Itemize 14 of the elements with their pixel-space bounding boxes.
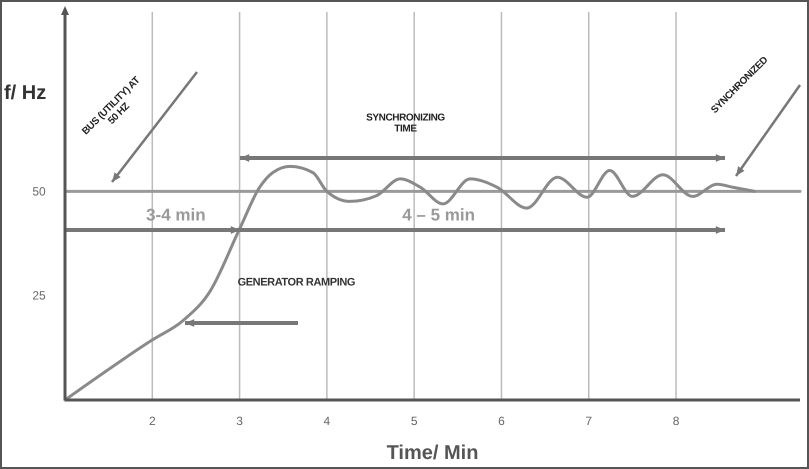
x-tick-label: 8: [672, 414, 680, 428]
annotation: SYNCHRONIZING TIME: [366, 112, 446, 134]
x-tick-label: 2: [148, 414, 156, 428]
x-tick-label: 5: [410, 414, 418, 428]
x-tick-label: 6: [498, 414, 506, 428]
y-tick-label: 25: [32, 288, 46, 303]
x-tick-label: 4: [324, 414, 331, 428]
annotation: GENERATOR RAMPING: [238, 276, 356, 288]
y-axis-title: f/ Hz: [4, 82, 46, 104]
y-tick-label: 50: [32, 184, 46, 198]
x-tick-label: 7: [585, 414, 592, 428]
x-tick-label: 3: [236, 414, 244, 428]
x-axis-title: Time/ Min: [386, 442, 478, 464]
annotation: 4 – 5 min: [402, 206, 475, 225]
